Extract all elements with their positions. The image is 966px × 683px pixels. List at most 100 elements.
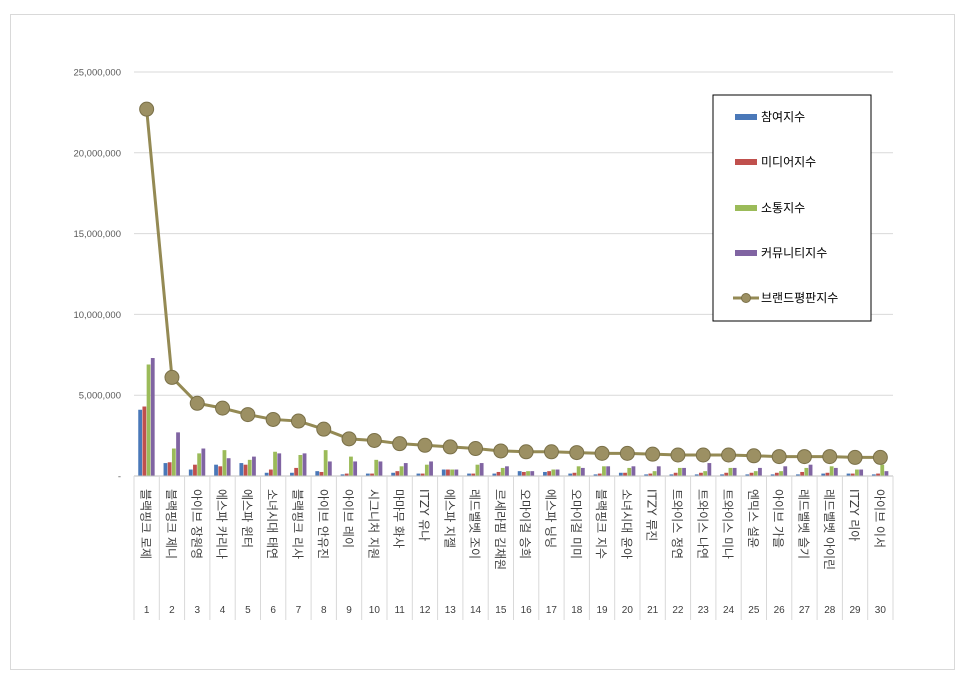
brand-index-point-7 bbox=[290, 413, 306, 429]
bar-1-12 bbox=[416, 473, 421, 476]
bar-2-10 bbox=[370, 473, 374, 476]
category-index-10: 10 bbox=[369, 605, 381, 616]
category-label-14: 레드벨벳 조이 bbox=[468, 489, 482, 559]
bar-4-6 bbox=[277, 453, 282, 476]
bar-4-15 bbox=[505, 466, 509, 476]
line-series bbox=[139, 101, 888, 465]
category-label-27: 레드벨벳 슬기 bbox=[796, 489, 810, 559]
bar-4-3 bbox=[201, 448, 206, 476]
category-index-15: 15 bbox=[495, 605, 507, 616]
bar-2-23 bbox=[699, 472, 703, 476]
bar-2-1 bbox=[142, 406, 147, 476]
bar-1-26 bbox=[770, 474, 775, 476]
bar-4-23 bbox=[707, 463, 712, 476]
bar-1-3 bbox=[188, 469, 193, 476]
bar-1-1 bbox=[138, 409, 143, 476]
category-label-13: 에스파 지젤 bbox=[442, 489, 456, 548]
bar-3-2 bbox=[171, 448, 176, 476]
bar-1-19 bbox=[593, 474, 598, 476]
bar-4-30 bbox=[884, 471, 889, 476]
bar-4-28 bbox=[833, 467, 838, 476]
bar-4-7 bbox=[302, 453, 307, 476]
bar-4-29 bbox=[859, 469, 864, 476]
bar-2-22 bbox=[673, 472, 678, 476]
category-label-8: 아이브 안유진 bbox=[316, 489, 330, 559]
bar-4-17 bbox=[555, 469, 560, 476]
brand-index-point-10 bbox=[366, 432, 382, 448]
bar-4-14 bbox=[479, 463, 484, 476]
bar-2-28 bbox=[825, 472, 830, 476]
brand-index-point-13 bbox=[442, 439, 458, 455]
brand-index-point-21 bbox=[645, 446, 661, 462]
category-label-26: 아이브 가을 bbox=[771, 489, 785, 548]
bar-4-5 bbox=[252, 456, 256, 476]
bar-1-9 bbox=[340, 474, 345, 476]
brand-index-point-20 bbox=[619, 445, 635, 461]
brand-index-point-4 bbox=[215, 400, 231, 416]
brand-index-point-25 bbox=[746, 448, 762, 464]
brand-index-point-9 bbox=[341, 431, 357, 447]
bar-1-7 bbox=[290, 472, 294, 476]
category-index-27: 27 bbox=[799, 605, 811, 616]
category-index-8: 8 bbox=[321, 605, 327, 616]
bar-4-9 bbox=[353, 461, 358, 476]
bar-4-21 bbox=[656, 466, 661, 476]
category-label-15: 르세라핌 김채원 bbox=[493, 489, 507, 570]
category-label-30: 아이브 이서 bbox=[872, 489, 886, 548]
category-label-28: 레드벨벳 아이린 bbox=[822, 489, 836, 570]
category-label-4: 에스파 카리나 bbox=[215, 489, 229, 559]
y-axis: - 5,000,000 10,000,000 15,000,000 20,000,000… bbox=[73, 68, 121, 483]
brand-index-point-17 bbox=[543, 444, 559, 460]
category-label-18: 오마이걸 미미 bbox=[569, 489, 583, 559]
bar-2-29 bbox=[850, 473, 855, 476]
bar-1-23 bbox=[694, 474, 699, 476]
category-index-13: 13 bbox=[445, 605, 457, 616]
category-label-5: 에스파 윈터 bbox=[240, 489, 254, 548]
bar-1-25 bbox=[745, 474, 750, 476]
legend-swatch-4 bbox=[735, 250, 757, 256]
category-index-14: 14 bbox=[470, 605, 482, 616]
brand-index-point-23 bbox=[695, 447, 711, 463]
brand-index-point-28 bbox=[822, 449, 838, 465]
bar-3-23 bbox=[703, 471, 708, 476]
category-label-25: 엔믹스 설윤 bbox=[746, 489, 760, 548]
brand-index-point-24 bbox=[721, 447, 737, 463]
brand-index-point-30 bbox=[872, 449, 888, 465]
y-tick-label: 25,000,000 bbox=[73, 68, 121, 79]
category-index-5: 5 bbox=[245, 605, 251, 616]
bar-3-4 bbox=[222, 450, 227, 476]
bar-1-17 bbox=[543, 471, 547, 476]
category-index-19: 19 bbox=[596, 605, 608, 616]
category-label-10: 시그니처 지원 bbox=[366, 489, 380, 559]
legend-swatch-3 bbox=[735, 205, 757, 211]
category-label-12: ITZY 유나 bbox=[417, 489, 431, 541]
bar-4-20 bbox=[631, 466, 636, 476]
y-tick-label: 15,000,000 bbox=[73, 229, 121, 240]
y-tick-label: 10,000,000 bbox=[73, 310, 121, 321]
bar-4-4 bbox=[226, 458, 231, 476]
category-index-9: 9 bbox=[346, 605, 352, 616]
bar-2-17 bbox=[547, 471, 552, 476]
bar-1-27 bbox=[796, 474, 800, 476]
brand-index-point-2 bbox=[164, 369, 180, 385]
brand-index-point-8 bbox=[316, 421, 332, 437]
legend-marker bbox=[741, 293, 751, 303]
bar-1-18 bbox=[568, 473, 573, 476]
category-index-24: 24 bbox=[723, 605, 735, 616]
bar-2-5 bbox=[243, 464, 248, 476]
bar-1-24 bbox=[720, 474, 724, 476]
category-index-6: 6 bbox=[270, 605, 276, 616]
brand-index-point-22 bbox=[670, 447, 686, 463]
bar-1-15 bbox=[492, 473, 497, 476]
bar-2-9 bbox=[344, 473, 349, 476]
category-index-23: 23 bbox=[698, 605, 710, 616]
bar-3-25 bbox=[753, 471, 758, 476]
bar-1-5 bbox=[239, 463, 244, 476]
bar-1-4 bbox=[214, 464, 218, 476]
bar-3-26 bbox=[779, 471, 783, 476]
bar-2-13 bbox=[446, 469, 450, 476]
bar-2-19 bbox=[597, 473, 602, 476]
brand-index-point-27 bbox=[796, 449, 812, 465]
bar-1-6 bbox=[264, 472, 269, 476]
